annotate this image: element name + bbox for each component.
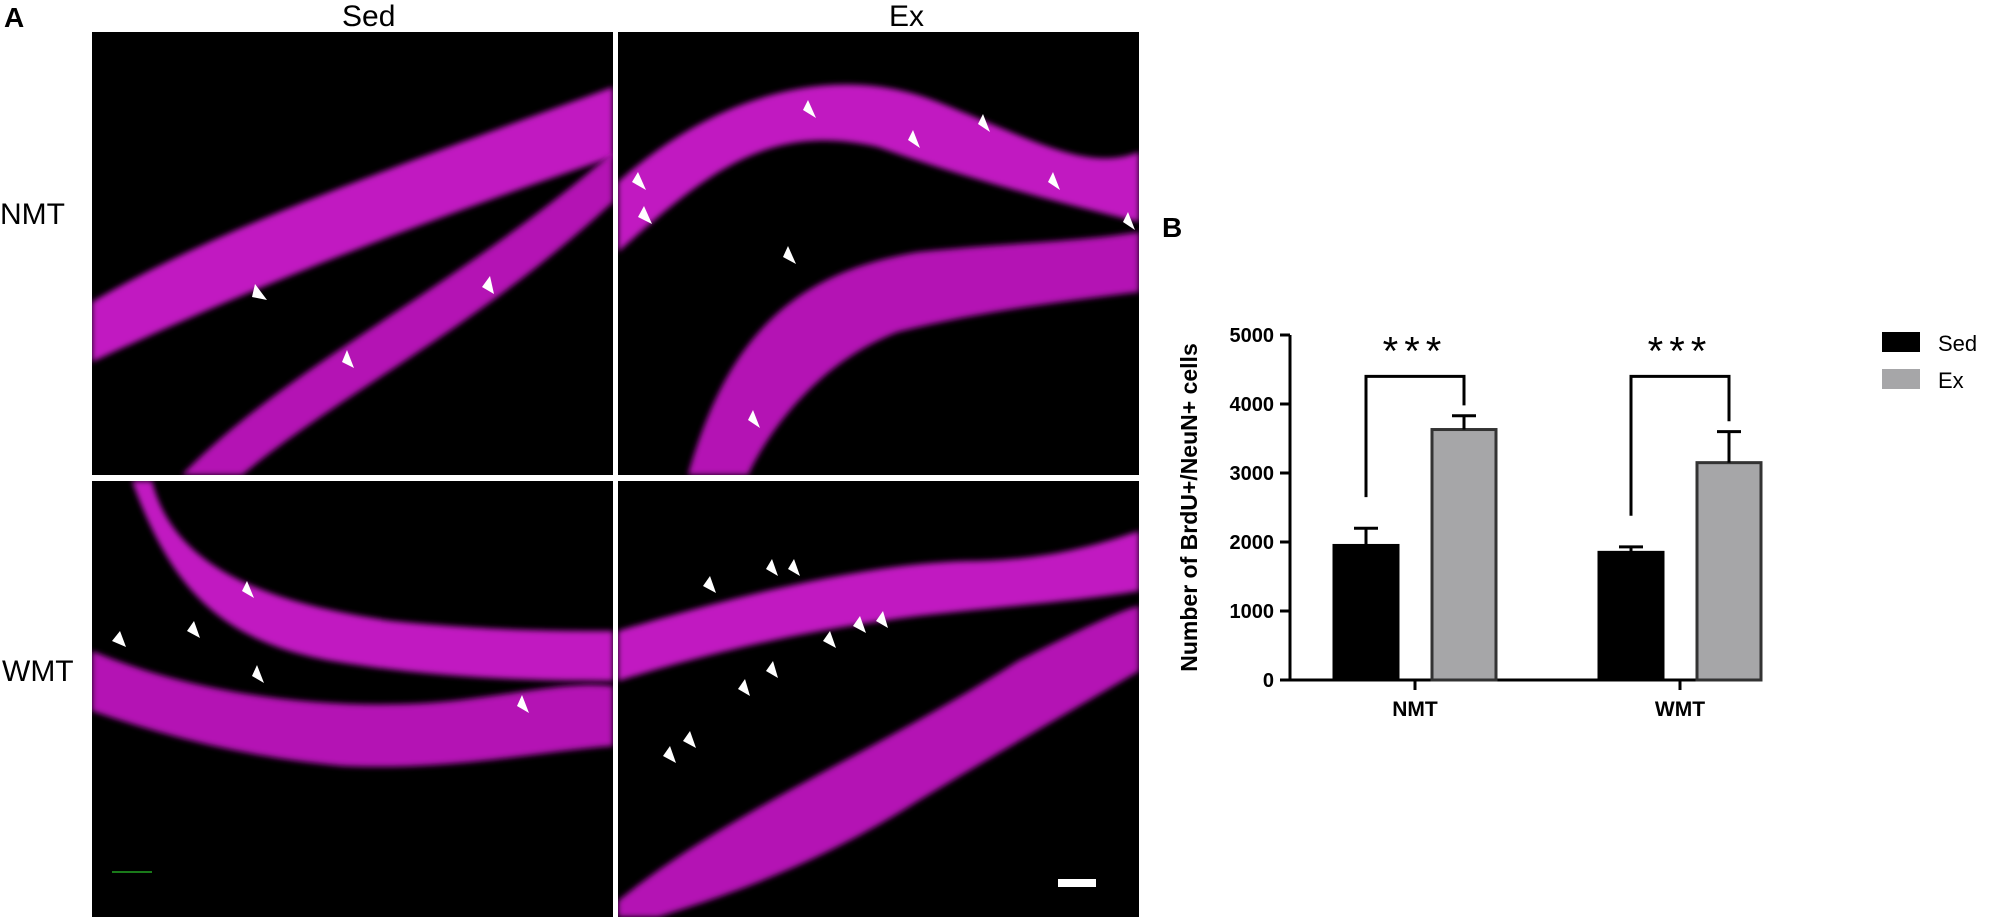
micrograph-icon: [92, 87, 613, 475]
significance-label: ***: [1383, 329, 1448, 373]
panel-b-letter: B: [1162, 212, 1183, 243]
panel-a-letter: A: [4, 2, 25, 33]
column-label-sed: Sed: [342, 0, 396, 33]
column-label-ex: Ex: [889, 0, 925, 33]
row-label-wmt: WMT: [2, 655, 74, 688]
y-tick-label: 4000: [1230, 394, 1275, 416]
legend-label-ex: Ex: [1938, 368, 1964, 393]
micrograph-wmt-ex: [618, 481, 1139, 917]
micrograph-wmt-sed: [92, 481, 613, 917]
y-tick-label: 0: [1263, 670, 1274, 692]
legend-label-sed: Sed: [1938, 331, 1977, 356]
bar-ex-nmt: [1430, 428, 1498, 682]
bar-sed-wmt: [1597, 550, 1665, 682]
micrograph-icon: [618, 84, 1139, 475]
scale-bar-icon: [1058, 879, 1096, 887]
bar-chart: 0 1000 2000 3000 4000 5000 Number of BrdU+/Neu…: [1176, 325, 1977, 721]
bar-sed-nmt: [1332, 543, 1400, 682]
significance-bracket: [1629, 374, 1731, 516]
significance-label: ***: [1648, 329, 1713, 373]
micrograph-icon: [618, 531, 1139, 917]
y-tick-label: 3000: [1230, 463, 1275, 485]
x-tick-label: WMT: [1655, 698, 1705, 721]
row-label-nmt: NMT: [0, 198, 65, 231]
y-tick-label: 2000: [1230, 532, 1275, 554]
bar-ex-wmt: [1695, 461, 1763, 682]
significance-bracket: [1364, 374, 1466, 498]
x-tick-label: NMT: [1392, 698, 1438, 721]
micrograph-nmt-sed: [92, 32, 613, 475]
legend-swatch-ex: [1882, 369, 1920, 389]
micrograph-nmt-ex: [618, 32, 1139, 475]
micrograph-icon: [92, 481, 613, 873]
y-tick-label: 5000: [1230, 325, 1275, 347]
y-axis-label: Number of BrdU+/NeuN+ cells: [1176, 343, 1202, 671]
legend-swatch-sed: [1882, 332, 1920, 352]
y-tick-label: 1000: [1230, 601, 1275, 623]
